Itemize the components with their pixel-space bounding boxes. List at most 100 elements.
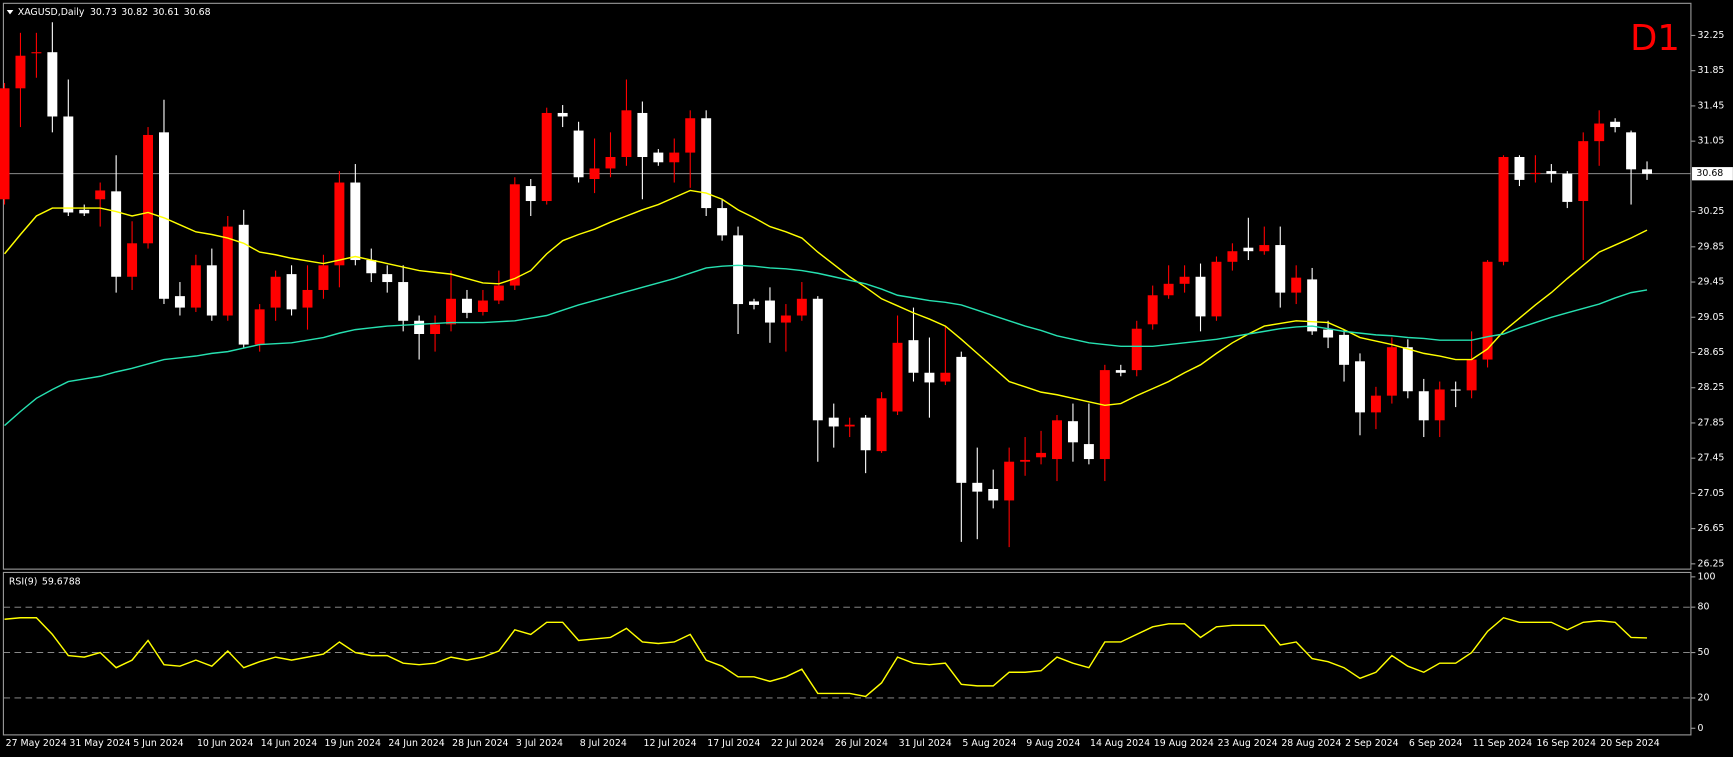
last-price-label: 30.68 [1696,168,1723,179]
x-tick-label: 16 Sep 2024 [1537,738,1596,749]
candle-body [254,309,265,345]
y-tick-label: 20 [1698,692,1710,703]
candle-body [1355,361,1365,413]
candle-body [749,301,759,305]
candle-body [988,488,999,501]
candle-body [47,52,58,117]
candle-body [1036,452,1047,458]
x-tick-label: 9 Aug 2024 [1026,738,1080,749]
candle-body [190,265,201,308]
candle-body [1610,121,1621,128]
x-tick-label: 2 Sep 2024 [1345,738,1398,749]
candle-body [1626,132,1637,170]
header-open: 30.73 [90,7,117,18]
candle-body [1259,245,1270,252]
x-tick-label: 19 Jun 2024 [325,738,381,749]
x-tick-label: 19 Aug 2024 [1154,738,1214,749]
candle-body [143,134,154,244]
candle-body [876,398,887,452]
candle-body [1227,251,1238,262]
candle-body [844,424,855,427]
candle-body [956,356,967,483]
candle-body [318,265,329,290]
candle-body [908,340,919,373]
candle-body [541,112,552,202]
y-tick-label: 27.05 [1698,488,1725,499]
candle-body [1179,276,1190,284]
candle-body [1211,261,1222,317]
x-tick-label: 3 Jul 2024 [516,738,563,749]
candle-body [1275,245,1286,293]
header-high: 30.82 [121,7,148,18]
candle-body [366,260,377,274]
rsi-header: RSI(9) 59.6788 [9,576,81,587]
y-tick-label: 50 [1698,647,1710,658]
candle-body [764,300,775,323]
candle-body [1386,347,1397,396]
candle-body [127,243,138,277]
candle-body [382,274,393,283]
price-panel-frame [2,2,1692,570]
candle-body [302,289,313,308]
candle-body [557,112,568,117]
candle-body [270,276,281,308]
candle-body [31,52,42,54]
x-tick-label: 24 Jun 2024 [388,738,444,749]
candle-body [446,298,456,325]
candle-body [1323,329,1334,338]
y-tick-label: 32.25 [1698,30,1725,41]
header-low: 30.61 [153,7,180,18]
rsi-panel-frame [2,571,1692,736]
candle-body [717,208,728,236]
candle-body [701,118,712,209]
candle-body [1147,295,1158,325]
candle-body [1514,156,1525,180]
x-tick-label: 6 Sep 2024 [1409,738,1462,749]
candle-body [828,417,839,427]
candle-body [1482,261,1493,360]
candle-body [589,168,600,180]
candle-body [111,191,122,277]
candle-body [733,235,744,305]
y-tick-label: 31.45 [1698,100,1725,111]
x-tick-label: 5 Jun 2024 [133,738,183,749]
moving-average-line [4,264,1648,427]
candle-body [1099,370,1110,460]
y-tick-label: 31.85 [1698,65,1725,76]
chart-header: XAGUSD,Daily 30.73 30.82 30.61 30.68 [18,7,211,18]
candle-body [1418,391,1429,421]
candle-body [1402,347,1413,392]
candle-body [493,285,504,301]
last-price-box [1692,167,1733,181]
candle-body [653,152,664,163]
y-tick-label: 28.65 [1698,347,1725,358]
candle-body [206,265,217,316]
candle-body [796,298,807,316]
y-tick-label: 100 [1698,571,1716,582]
x-tick-label: 5 Aug 2024 [962,738,1016,749]
y-tick-label: 28.25 [1698,382,1725,393]
x-tick-label: 31 Jul 2024 [899,738,952,749]
candle-body [1339,334,1350,365]
candle-body [1067,421,1078,443]
candle-body [0,88,10,200]
candle-body [1083,444,1094,460]
candle-body [1291,277,1302,293]
moving-average-line [3,189,1648,407]
x-tick-label: 17 Jul 2024 [707,738,760,749]
candle-body [940,372,951,382]
candle-body [414,320,425,335]
candle-body [605,156,616,169]
y-tick-label: 80 [1698,602,1710,613]
y-tick-label: 27.85 [1698,417,1725,428]
candle-body [15,55,26,89]
candle-body [812,298,823,421]
x-tick-label: 26 Jul 2024 [835,738,888,749]
candle-body [286,274,297,310]
candle-body [1163,283,1174,296]
candle-body [1115,370,1126,373]
candle-body [1546,171,1557,174]
candle-body [430,324,441,335]
candle-body [461,298,472,313]
